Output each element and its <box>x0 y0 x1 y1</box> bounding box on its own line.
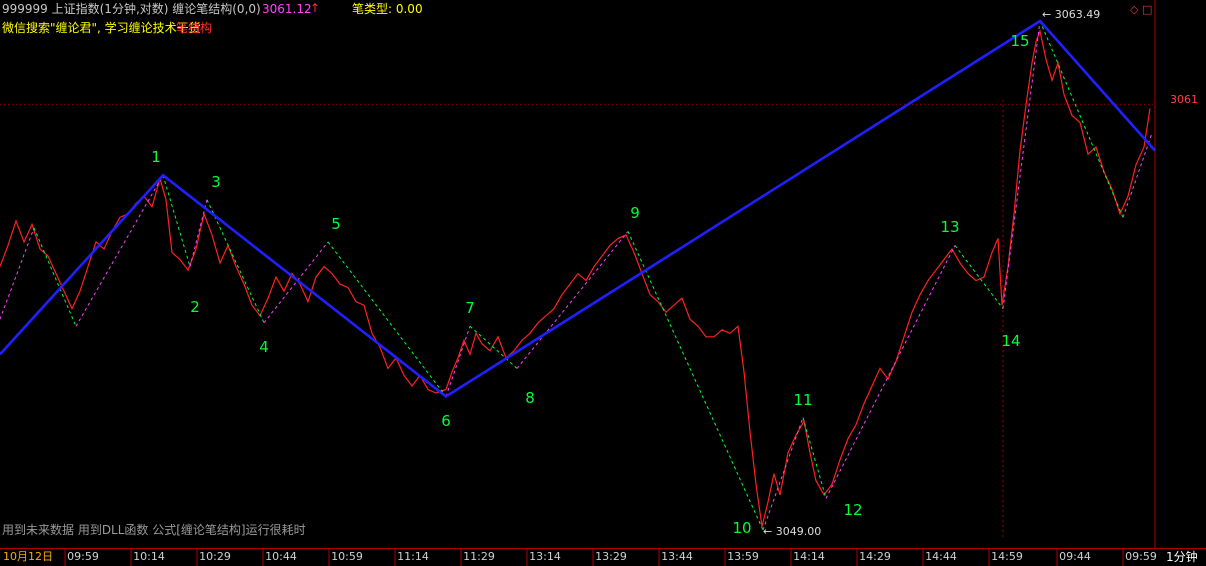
time-tick-label: 11:14 <box>397 550 429 563</box>
pivot-segment-6-7 <box>445 326 471 397</box>
price-up-arrow-icon: ↑ <box>310 1 321 15</box>
time-tick-label: 11:29 <box>463 550 495 563</box>
period-selector[interactable]: 1分钟 <box>1166 550 1198 564</box>
price-axis-label: 3061 <box>1170 93 1198 106</box>
time-tick-label: 14:14 <box>793 550 825 563</box>
price-series-line <box>0 29 1151 527</box>
pivot-label-14: 14 <box>1001 331 1021 350</box>
low-annotation: ← 3049.00 <box>763 525 822 538</box>
window-control-icons[interactable]: ◇ □ <box>1130 3 1153 16</box>
time-tick-label: 09:59 <box>1125 550 1157 563</box>
time-tick-label: 09:44 <box>1059 550 1091 563</box>
pivot-segment-10-11 <box>762 417 804 531</box>
bi-type-readout: 笔类型: 0.00 <box>352 2 423 16</box>
high-annotation: ← 3063.49 <box>1042 8 1101 21</box>
pivot-label-6: 6 <box>441 411 451 430</box>
bi-stroke-line <box>0 19 1156 398</box>
pivot-segment-13-14 <box>954 245 1004 309</box>
pivot-label-1: 1 <box>151 148 161 167</box>
time-tick-label: 13:29 <box>595 550 627 563</box>
pivot-label-7: 7 <box>465 299 475 318</box>
time-tick-label: 10:59 <box>331 550 363 563</box>
current-price: 3061.12 <box>262 2 312 16</box>
pivot-segment-7-8 <box>469 325 518 369</box>
pivot-segment-9-10 <box>627 231 764 531</box>
pivot-label-15: 15 <box>1010 32 1030 50</box>
time-tick-label: 10:44 <box>265 550 297 563</box>
indicator-name: 笔结构 <box>176 21 213 35</box>
pivot-segment-tail-down <box>1039 20 1124 218</box>
pivot-label-9: 9 <box>630 204 640 223</box>
pivot-label-13: 13 <box>940 218 960 237</box>
time-tick-label: 10:29 <box>199 550 231 563</box>
time-tick-label: 14:44 <box>925 550 957 563</box>
formula-footnote: 用到未来数据 用到DLL函数 公式[缠论笔结构]运行很耗时 <box>2 523 306 537</box>
pivot-segment-1-2 <box>162 175 191 267</box>
pivot-segment-4-5 <box>263 241 329 324</box>
pivot-segment-3-4 <box>206 199 265 323</box>
pivot-label-3: 3 <box>211 172 221 191</box>
pivot-label-4: 4 <box>259 337 269 356</box>
pivot-segment-5-6 <box>327 241 447 397</box>
pivot-label-12: 12 <box>843 501 863 520</box>
time-tick-label: 10月12日 <box>3 550 53 563</box>
time-tick-label: 13:44 <box>661 550 693 563</box>
pivot-segment-11-12 <box>802 417 827 499</box>
time-tick-label: 14:29 <box>859 550 891 563</box>
time-tick-label: 09:59 <box>67 550 99 563</box>
time-tick-label: 13:14 <box>529 550 561 563</box>
pivot-segment-head-up2 <box>75 174 164 327</box>
pivot-label-5: 5 <box>331 214 341 233</box>
pivot-label-2: 2 <box>190 297 200 316</box>
pivot-label-11: 11 <box>793 390 813 409</box>
pivot-label-10: 10 <box>732 519 752 537</box>
instrument-title: 999999 上证指数(1分钟,对数) 缠论笔结构(0,0) <box>2 2 261 16</box>
time-tick-label: 14:59 <box>991 550 1023 563</box>
pivot-label-8: 8 <box>525 389 535 408</box>
time-tick-label: 13:59 <box>727 550 759 563</box>
pivot-segment-12-13 <box>825 245 956 499</box>
pivot-segment-14-15 <box>1002 20 1041 309</box>
pivot-segment-tail-up <box>1122 132 1153 218</box>
time-tick-label: 10:14 <box>133 550 165 563</box>
pivot-segment-head-up <box>0 227 35 320</box>
pivot-segment-8-9 <box>516 231 629 369</box>
promo-text: 微信搜索"缠论君", 学习缠论技术干货 <box>2 21 201 35</box>
